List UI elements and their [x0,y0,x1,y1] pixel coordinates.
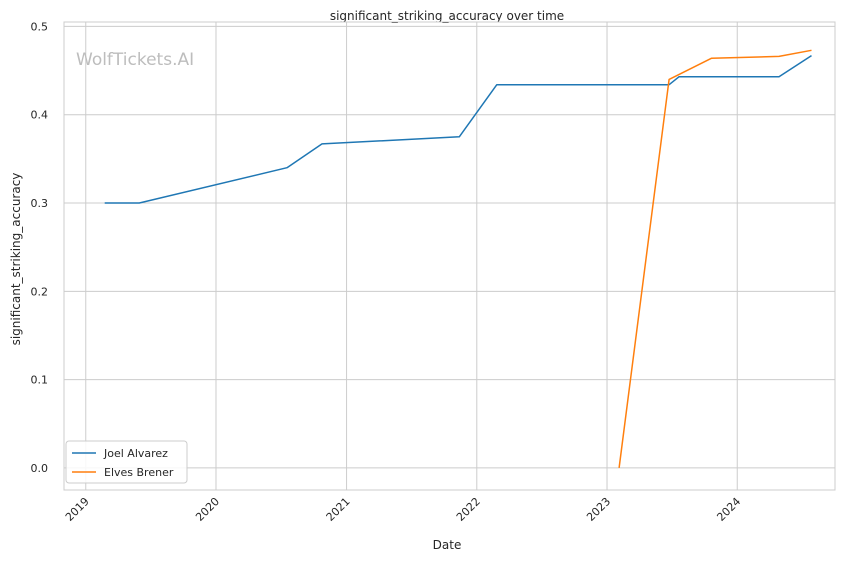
y-tick-label: 0.1 [31,374,49,387]
legend-label-elves-brener: Elves Brener [104,466,174,479]
y-tick-label: 0.0 [31,462,49,475]
y-axis-ticks: 0.0 0.1 0.2 0.3 0.4 0.5 [31,20,49,475]
x-tick-label: 2019 [63,495,92,524]
y-tick-label: 0.3 [31,197,49,210]
x-tick-label: 2022 [454,495,483,524]
x-axis-ticks: 2019 2020 2021 2022 2023 2024 [63,495,743,524]
series-line-joel-alvarez [104,54,812,204]
legend: Joel Alvarez Elves Brener [65,440,188,484]
x-tick-label: 2021 [324,495,353,524]
x-axis-label: Date [433,538,462,552]
chart-title: significant_striking_accuracy over time [330,9,564,23]
grid [64,22,835,490]
y-tick-label: 0.4 [31,109,49,122]
plot-frame [63,21,836,491]
y-tick-label: 0.2 [31,285,49,298]
series-lines [104,49,812,468]
x-tick-label: 2023 [584,495,613,524]
watermark-text: WolfTickets.AI [76,50,194,70]
legend-label-joel-alvarez: Joel Alvarez [103,447,168,460]
y-axis-label: significant_striking_accuracy [9,173,23,346]
x-tick-label: 2020 [193,495,222,524]
x-tick-label: 2024 [714,495,743,524]
legend-box [65,440,188,484]
series-line-elves-brener [618,49,812,468]
y-tick-label: 0.5 [31,20,49,33]
